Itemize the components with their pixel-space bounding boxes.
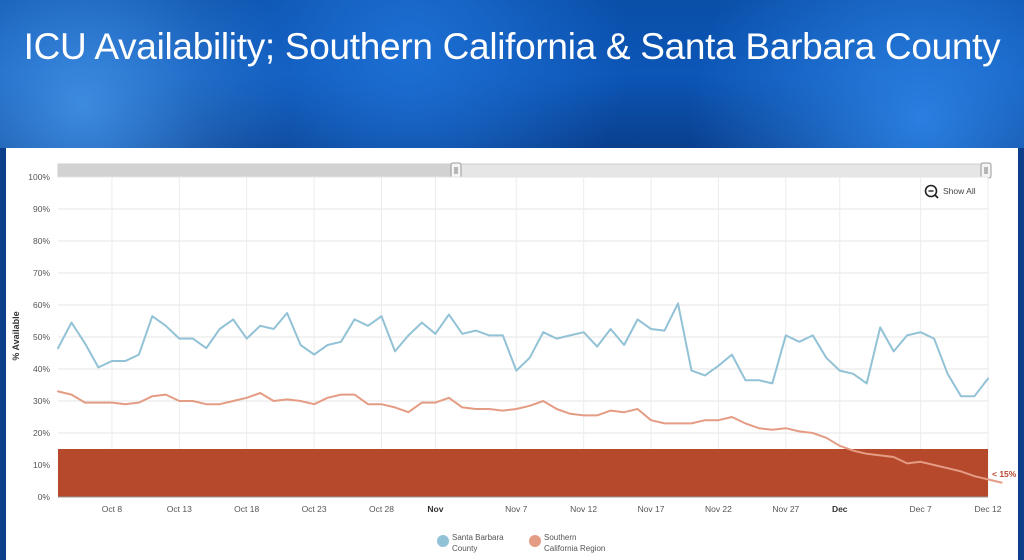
legend-label-southern-california-line1: Southern (544, 533, 576, 542)
threshold-label: < 15% (992, 469, 1017, 479)
x-tick-label: Dec 12 (975, 504, 1002, 514)
x-tick-label: Nov 12 (570, 504, 597, 514)
legend-item-santa-barbara[interactable]: Santa Barbara County (437, 533, 504, 553)
zoom-out-icon-handle (934, 194, 939, 199)
x-tick-label: Nov (427, 504, 443, 514)
legend-label-santa-barbara-line2: County (452, 544, 477, 553)
threshold-band-fill (58, 449, 988, 497)
x-tick-label: Nov 27 (772, 504, 799, 514)
x-tick-label: Oct 28 (369, 504, 394, 514)
x-tick-label: Nov 17 (638, 504, 665, 514)
x-tick-label: Nov 22 (705, 504, 732, 514)
legend-label-southern-california-line2: California Region (544, 544, 605, 553)
y-tick-label: 20% (33, 428, 50, 438)
y-tick-label: 30% (33, 396, 50, 406)
y-tick-label: 90% (33, 204, 50, 214)
header-banner (0, 0, 1024, 148)
x-tick-label: Nov 7 (505, 504, 527, 514)
legend-marker-southern-california (529, 535, 541, 547)
y-tick-label: 10% (33, 460, 50, 470)
y-tick-label: 80% (33, 236, 50, 246)
y-tick-label: 40% (33, 364, 50, 374)
y-axis-title: % Available (11, 311, 21, 360)
show-all-label: Show All (943, 186, 976, 196)
icu-availability-chart: < 15% 0%10%20%30%40%50%60%70%80%90%100% … (11, 162, 1017, 553)
legend-item-southern-california[interactable]: Southern California Region (529, 533, 605, 553)
page-title: ICU Availability; Southern California & … (23, 26, 1001, 67)
range-handle-left[interactable] (450, 162, 462, 179)
y-tick-label: 50% (33, 332, 50, 342)
x-axis: Oct 8 Oct 13 Oct 18 Oct 23 Oct 28 Nov Nov 7 Nov… (58, 496, 1002, 514)
x-tick-label: Oct 13 (167, 504, 192, 514)
y-tick-label: 70% (33, 268, 50, 278)
y-tick-label: 60% (33, 300, 50, 310)
series-line-southern-california (57, 390, 1003, 484)
series-line-santa-barbara (57, 302, 989, 398)
x-tick-label: Oct 18 (234, 504, 259, 514)
range-navigator-selection[interactable] (58, 164, 456, 177)
legend: Santa Barbara County Southern California… (437, 533, 605, 553)
legend-label-santa-barbara-line1: Santa Barbara (452, 533, 504, 542)
series-lines (57, 302, 1003, 484)
x-tick-label: Dec 7 (909, 504, 931, 514)
x-tick-label: Oct 23 (302, 504, 327, 514)
x-tick-label: Oct 8 (102, 504, 123, 514)
range-handle-right[interactable] (980, 162, 992, 179)
x-tick-label: Dec (832, 504, 848, 514)
threshold-band: < 15% (58, 449, 1017, 497)
y-axis: 0% 10% 20% 30% 40% 50% 60% 70% 80% 90% 100% (28, 172, 50, 502)
zoom-out-icon (924, 184, 938, 198)
y-tick-label: 100% (28, 172, 50, 182)
legend-marker-santa-barbara (437, 535, 449, 547)
show-all-button[interactable]: Show All (924, 184, 976, 199)
y-tick-label: 0% (38, 492, 51, 502)
